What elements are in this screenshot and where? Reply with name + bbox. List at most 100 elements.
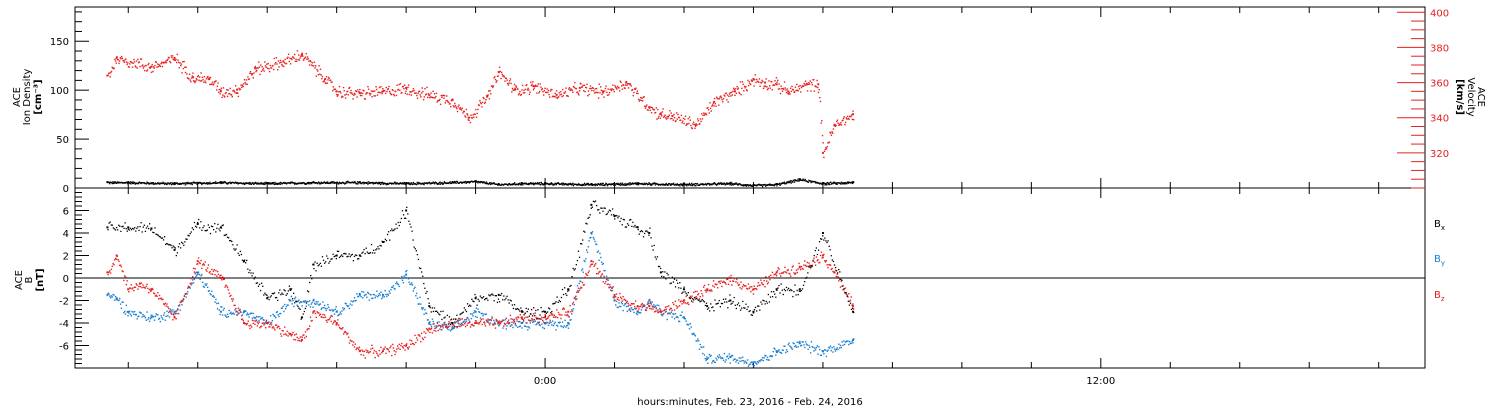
bz-sample	[761, 283, 764, 285]
by-sample	[402, 282, 405, 284]
by-sample	[707, 362, 709, 365]
velocity-sample	[135, 60, 138, 62]
density-sample	[719, 182, 722, 185]
by-sample	[401, 275, 403, 278]
bz-sample	[162, 298, 164, 300]
by-sample	[740, 357, 742, 359]
bz-sample	[437, 329, 439, 332]
bx-sample	[150, 229, 152, 231]
density-sample	[484, 181, 486, 184]
bz-sample	[765, 276, 767, 278]
density-sample	[247, 182, 249, 185]
density-sample	[164, 183, 166, 185]
velocity-sample	[474, 113, 476, 116]
velocity-sample	[728, 95, 730, 97]
by-sample	[198, 273, 201, 276]
velocity-sample	[758, 78, 761, 80]
velocity-sample	[639, 99, 641, 101]
bx-series	[106, 200, 855, 328]
density-sample	[195, 181, 198, 184]
velocity-sample	[151, 63, 153, 66]
density-sample	[409, 182, 411, 184]
velocity-sample	[492, 85, 495, 87]
bz-sample	[657, 311, 659, 314]
density-sample	[840, 183, 842, 185]
velocity-sample	[129, 63, 131, 65]
velocity-tick-label: 320	[1430, 149, 1449, 160]
bz-sample	[680, 300, 682, 302]
density-sample	[511, 184, 514, 186]
by-sample	[808, 344, 810, 347]
velocity-sample	[306, 58, 308, 60]
bz-sample	[605, 278, 608, 281]
by-sample	[294, 296, 297, 298]
by-sample	[379, 294, 381, 296]
bz-sample	[629, 308, 631, 310]
bz-sample	[822, 256, 824, 259]
velocity-sample	[208, 77, 210, 79]
velocity-sample	[734, 88, 737, 90]
bz-sample	[464, 325, 467, 328]
bz-sample	[812, 259, 814, 262]
velocity-sample	[125, 58, 127, 60]
bz-point	[474, 322, 477, 324]
velocity-sample	[446, 99, 449, 102]
density-sample	[416, 183, 418, 186]
velocity-sample	[638, 100, 641, 102]
bz-sample	[737, 284, 740, 286]
bx-sample	[161, 237, 164, 239]
velocity-sample	[530, 84, 533, 87]
velocity-sample	[770, 80, 773, 83]
bx-sample	[110, 224, 112, 226]
velocity-sample	[245, 83, 247, 85]
density-sample	[623, 184, 626, 186]
velocity-sample	[576, 91, 579, 93]
bx-sample	[190, 231, 192, 233]
by-sample	[436, 321, 439, 324]
velocity-sample	[604, 87, 607, 90]
density-sample	[356, 181, 359, 183]
by-sample	[263, 319, 265, 321]
bz-sample	[240, 311, 242, 314]
velocity-sample	[195, 77, 198, 80]
bz-sample	[698, 298, 701, 300]
bz-sample	[168, 310, 171, 313]
density-sample	[345, 181, 347, 183]
bx-sample	[184, 241, 186, 243]
bz-sample	[762, 284, 765, 286]
velocity-sample	[565, 87, 567, 89]
by-sample	[249, 313, 251, 315]
by-sample	[770, 355, 772, 357]
bz-sample	[455, 325, 458, 328]
by-sample	[141, 316, 143, 318]
bz-sample	[478, 323, 480, 325]
density-sample	[279, 183, 281, 186]
velocity-sample	[469, 116, 471, 119]
by-sample	[227, 316, 230, 318]
by-sample	[779, 351, 781, 353]
velocity-sample	[751, 80, 754, 82]
velocity-sample	[676, 118, 679, 120]
velocity-sample	[380, 86, 382, 88]
by-sample	[255, 317, 257, 319]
velocity-sample	[571, 89, 573, 92]
velocity-sample	[530, 81, 532, 83]
by-sample	[422, 307, 424, 309]
velocity-sample	[837, 122, 839, 124]
velocity-sample	[265, 66, 267, 68]
by-sample	[120, 307, 123, 309]
density-sample	[594, 183, 596, 186]
bz-sample	[259, 326, 261, 329]
velocity-sample	[621, 85, 623, 87]
bx-sample	[126, 230, 128, 232]
bz-sample	[142, 284, 144, 286]
bz-sample	[824, 260, 826, 262]
velocity-sample	[410, 91, 412, 93]
density-sample	[479, 182, 481, 184]
bz-sample	[626, 300, 629, 303]
density-sample	[522, 184, 524, 186]
velocity-sample	[399, 89, 401, 92]
by-sample	[609, 286, 611, 288]
density-sample	[477, 182, 479, 184]
bz-sample	[729, 280, 731, 282]
